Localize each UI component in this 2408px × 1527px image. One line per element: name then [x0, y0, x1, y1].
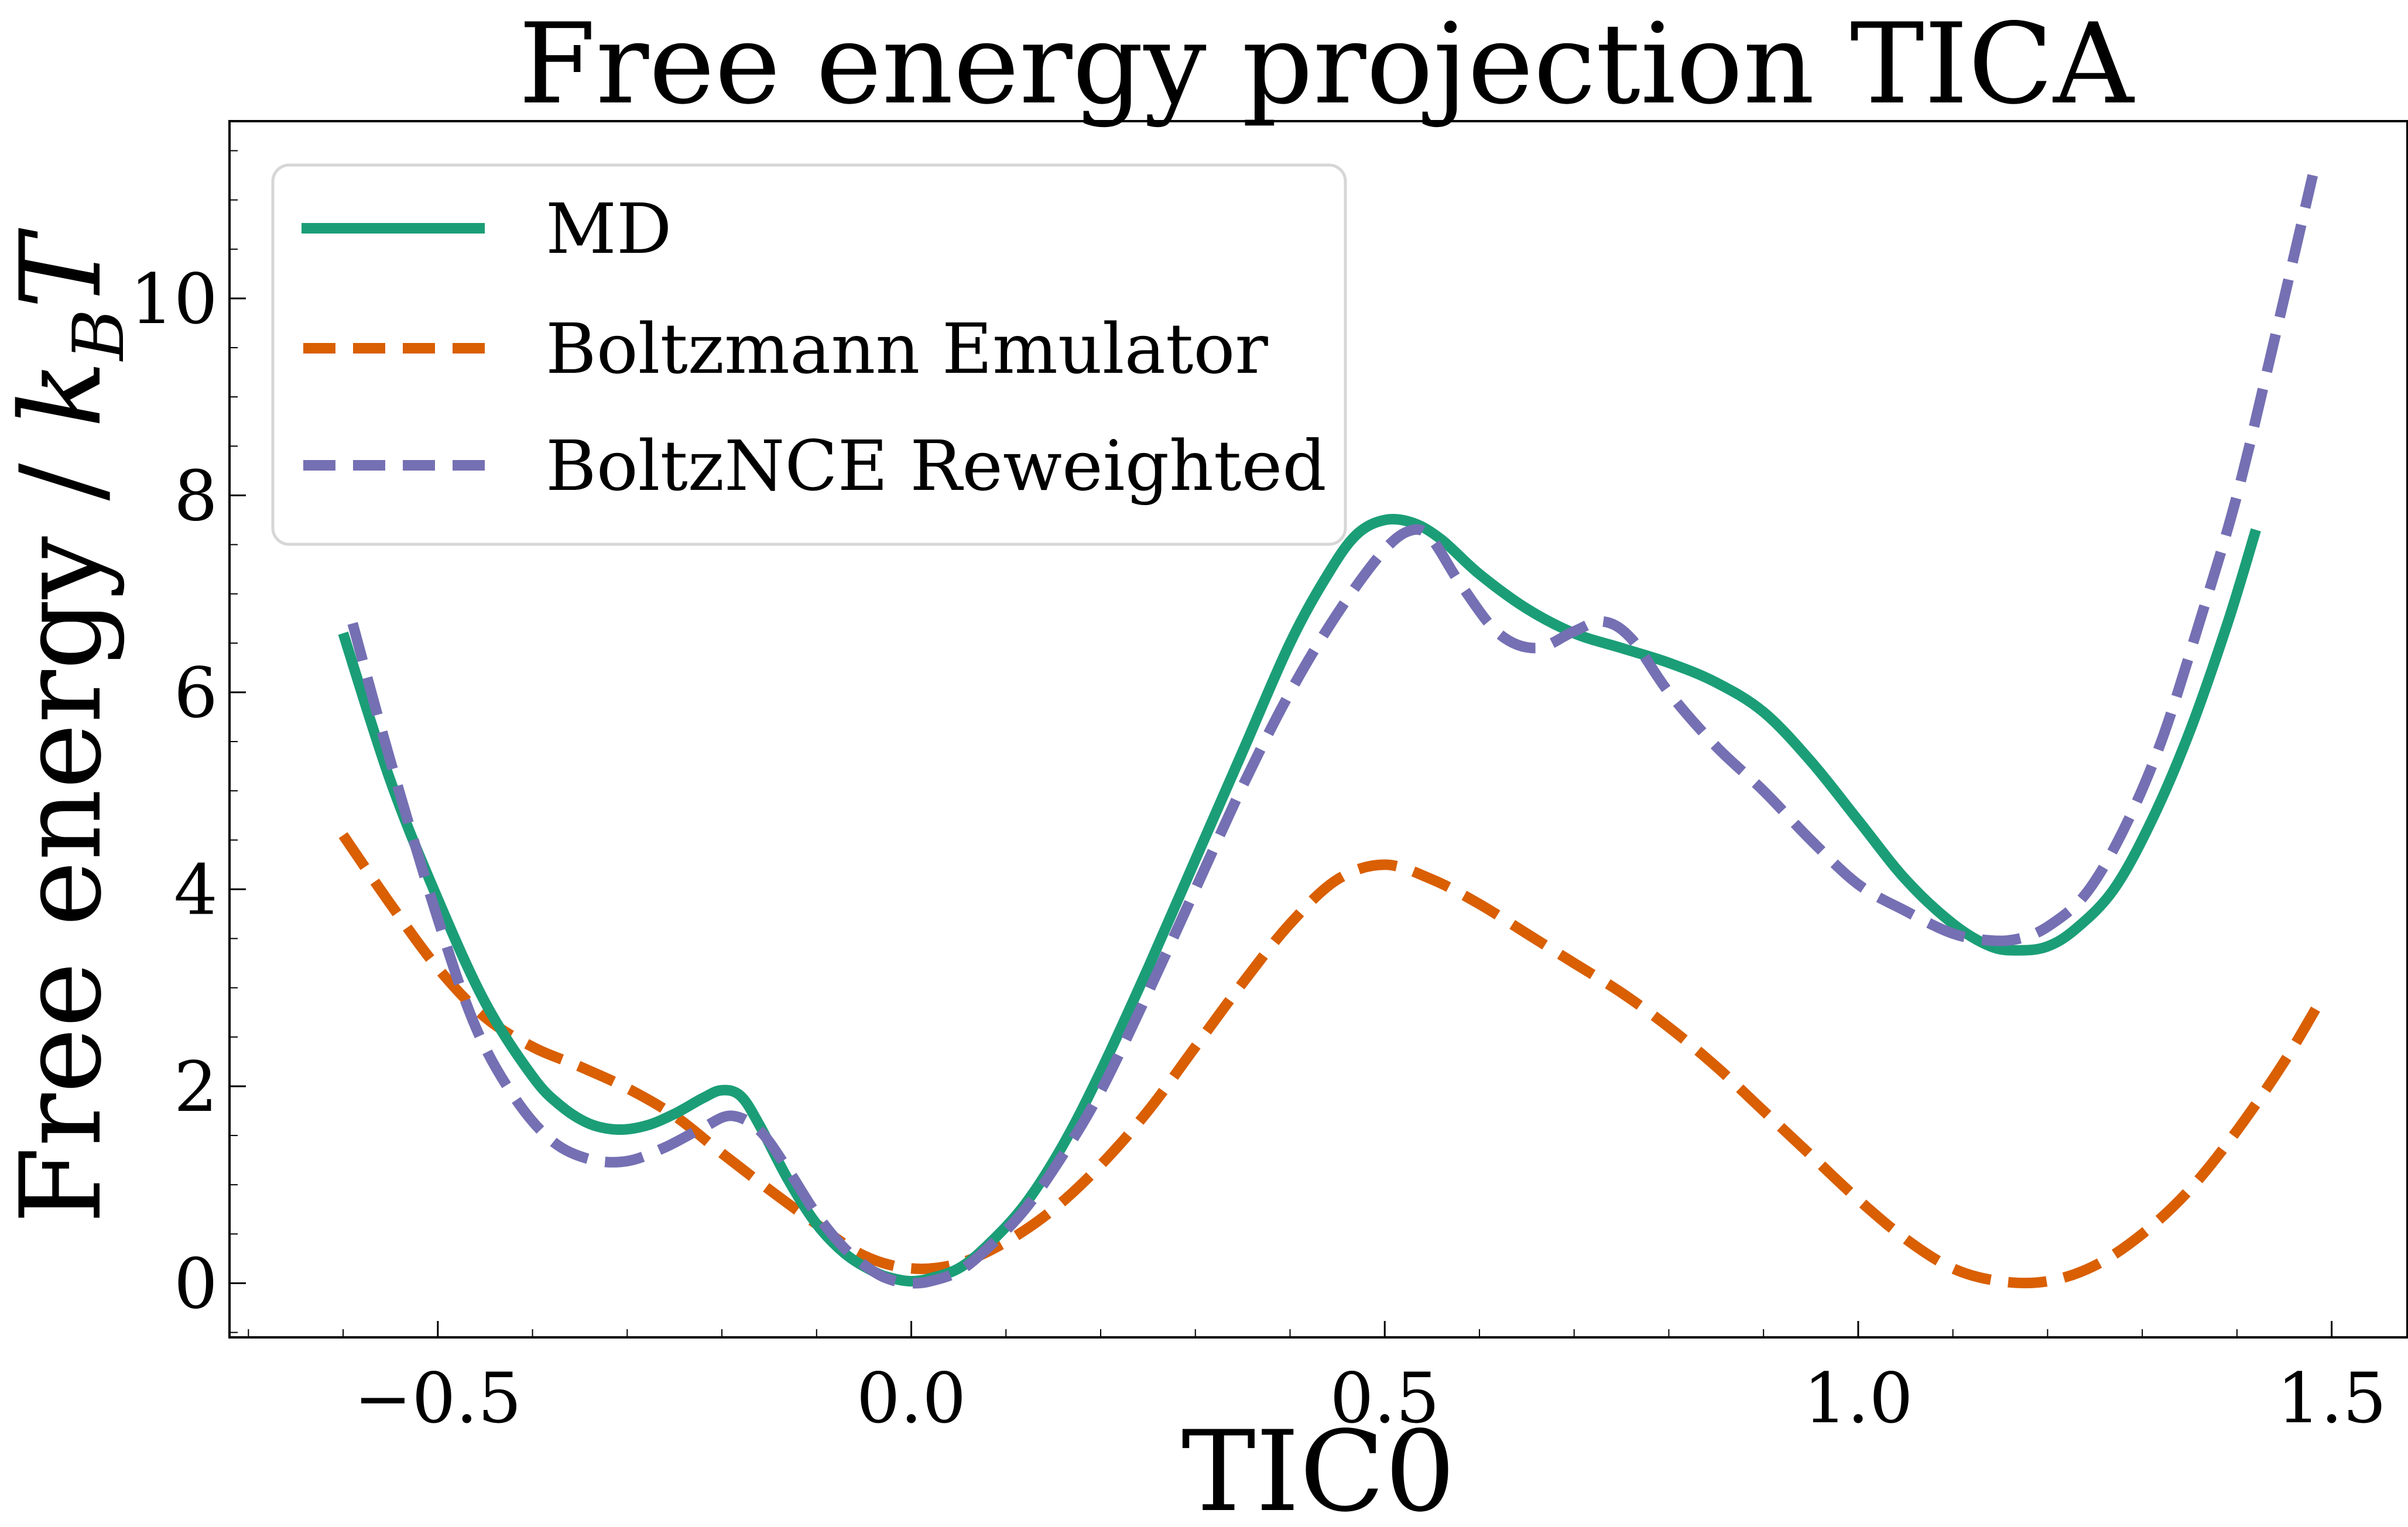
y-axis-label-k: k [0, 361, 126, 428]
legend-label: BoltzNCE Reweighted [546, 425, 1327, 506]
legend-label: Boltzmann Emulator [546, 308, 1268, 389]
x-tick-label: −0.5 [354, 1358, 522, 1439]
x-tick-label: 0.5 [1330, 1358, 1440, 1439]
y-tick-label: 0 [174, 1243, 218, 1324]
y-axis-ticks: 0 2 4 6 8 10 [130, 150, 246, 1333]
legend: MD Boltzmann Emulator BoltzNCE Reweighted [271, 163, 1347, 546]
y-axis-label: Free energy / kBT [0, 228, 140, 1224]
axes-frame [228, 120, 2408, 1339]
x-axis-label: TIC0 [1181, 1407, 1455, 1527]
x-axis-ticks: −0.5 0.0 0.5 1.0 1.5 [248, 1321, 2386, 1439]
series-line-boltznce-reweighted [347, 174, 2318, 1289]
x-tick-label: 1.5 [2277, 1358, 2387, 1439]
series-line-md [338, 514, 2261, 1287]
plot-area [338, 174, 2327, 1289]
legend-item-boltzmann-emulator: Boltzmann Emulator [303, 308, 1268, 389]
y-axis-label-text: Free energy / [0, 428, 126, 1224]
x-tick-label: 1.0 [1803, 1358, 1913, 1439]
legend-label: MD [546, 188, 672, 269]
y-axis-label-t: T [0, 228, 126, 309]
chart-title: Free energy projection TICA [519, 0, 2135, 129]
series-line-boltzmann-emulator [338, 832, 2327, 1289]
y-tick-label: 8 [174, 455, 218, 536]
y-tick-label: 6 [174, 653, 218, 733]
legend-item-boltznce-reweighted: BoltzNCE Reweighted [303, 425, 1327, 506]
y-tick-label: 10 [130, 259, 218, 339]
y-axis-label-sub: B [59, 309, 140, 362]
y-tick-label: 2 [174, 1046, 218, 1127]
x-tick-label: 0.0 [857, 1358, 967, 1439]
series-layer [338, 174, 2327, 1289]
legend-frame [271, 163, 1347, 546]
y-tick-label: 4 [174, 849, 218, 930]
legend-item-md: MD [302, 188, 672, 269]
